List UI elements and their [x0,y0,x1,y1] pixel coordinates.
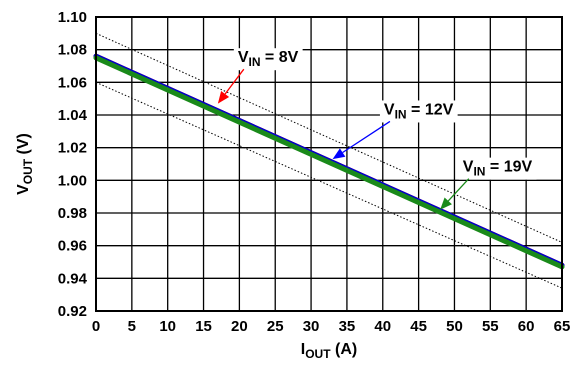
x-tick-label-6: 30 [303,318,320,335]
x-tick-label-10: 50 [446,318,463,335]
y-tick-label-8: 1.08 [58,42,87,59]
x-tick-label-3: 15 [195,318,212,335]
x-axis-title: IOUT (A) [301,341,357,360]
y-axis-title-main: V [15,184,32,195]
x-tick-label-5: 25 [267,318,284,335]
x-tick-labels: 0 5 10 15 20 25 30 35 40 45 50 55 60 65 [92,318,571,335]
y-tick-label-0: 0.92 [58,303,87,320]
annotation-0: VIN = 8V [217,48,303,104]
annotation-label-0: VIN = 8V [238,49,299,69]
annotation-label-sub: IN [395,107,407,121]
x-axis-title-main: I [301,341,305,358]
y-tick-label-4: 1.00 [58,172,87,189]
x-tick-label-7: 35 [339,318,356,335]
x-tick-label-0: 0 [92,318,100,335]
y-tick-label-2: 0.96 [58,238,87,255]
x-tick-label-1: 5 [128,318,136,335]
annotation-label-1: VIN = 12V [384,101,454,121]
annotation-arrow-head-1 [332,148,346,160]
x-axis-title-sub: OUT [305,347,331,360]
x-tick-label-2: 10 [159,318,176,335]
annotation-label-main: V [463,159,474,176]
annotation-label-main: V [384,101,395,118]
annotation-label-rest: = 19V [485,159,532,176]
annotation-label-bg-1 [379,100,458,123]
annotation-arrow-line-1 [342,120,391,154]
annotation-2: VIN = 19V [440,157,537,210]
annotation-arrow-line-2 [447,178,470,202]
y-axis-title-sub: OUT [21,158,35,184]
y-axis-title: VOUT (V) [15,133,35,195]
annotation-label-rest: = 8V [260,49,298,66]
limit-line-0 [95,32,563,243]
annotation-label-sub: IN [248,55,260,69]
annotation-label-bg-2 [458,157,537,180]
plot-frame [95,16,563,312]
annotation-label-sub: IN [473,165,485,179]
y-tick-label-7: 1.06 [58,74,87,91]
annotation-label-rest: = 12V [407,101,454,118]
limit-lines [95,32,563,289]
y-tick-label-1: 0.94 [58,270,88,287]
x-tick-label-11: 55 [482,318,499,335]
y-tick-label-3: 0.98 [58,205,87,222]
y-tick-labels: 0.92 0.94 0.96 0.98 1.00 1.02 1.04 1.06 1.08 1.10 [58,9,88,320]
annotation-label-main: V [238,49,249,66]
y-tick-label-9: 1.10 [58,9,87,26]
x-tick-label-9: 45 [410,318,427,335]
series-line-2 [93,55,565,270]
x-tick-label-4: 20 [231,318,248,335]
limit-line-1 [95,81,563,289]
x-tick-label-12: 60 [518,318,535,335]
annotation-label-bg-0 [233,48,303,71]
y-tick-label-6: 1.04 [58,107,88,124]
y-tick-label-5: 1.02 [58,140,87,157]
x-tick-label-8: 40 [374,318,391,335]
y-axis-title-unit: (V) [15,133,32,154]
annotation-arrow-head-0 [217,90,230,104]
x-axis-title-unit-text: (A) [335,341,357,358]
annotation-arrow-line-0 [224,68,245,95]
annotation-1: VIN = 12V [332,100,458,160]
series-lines [93,53,565,270]
annotation-arrow-head-2 [440,197,452,210]
annotation-label-2: VIN = 19V [463,159,533,179]
x-tick-label-13: 65 [554,318,571,335]
